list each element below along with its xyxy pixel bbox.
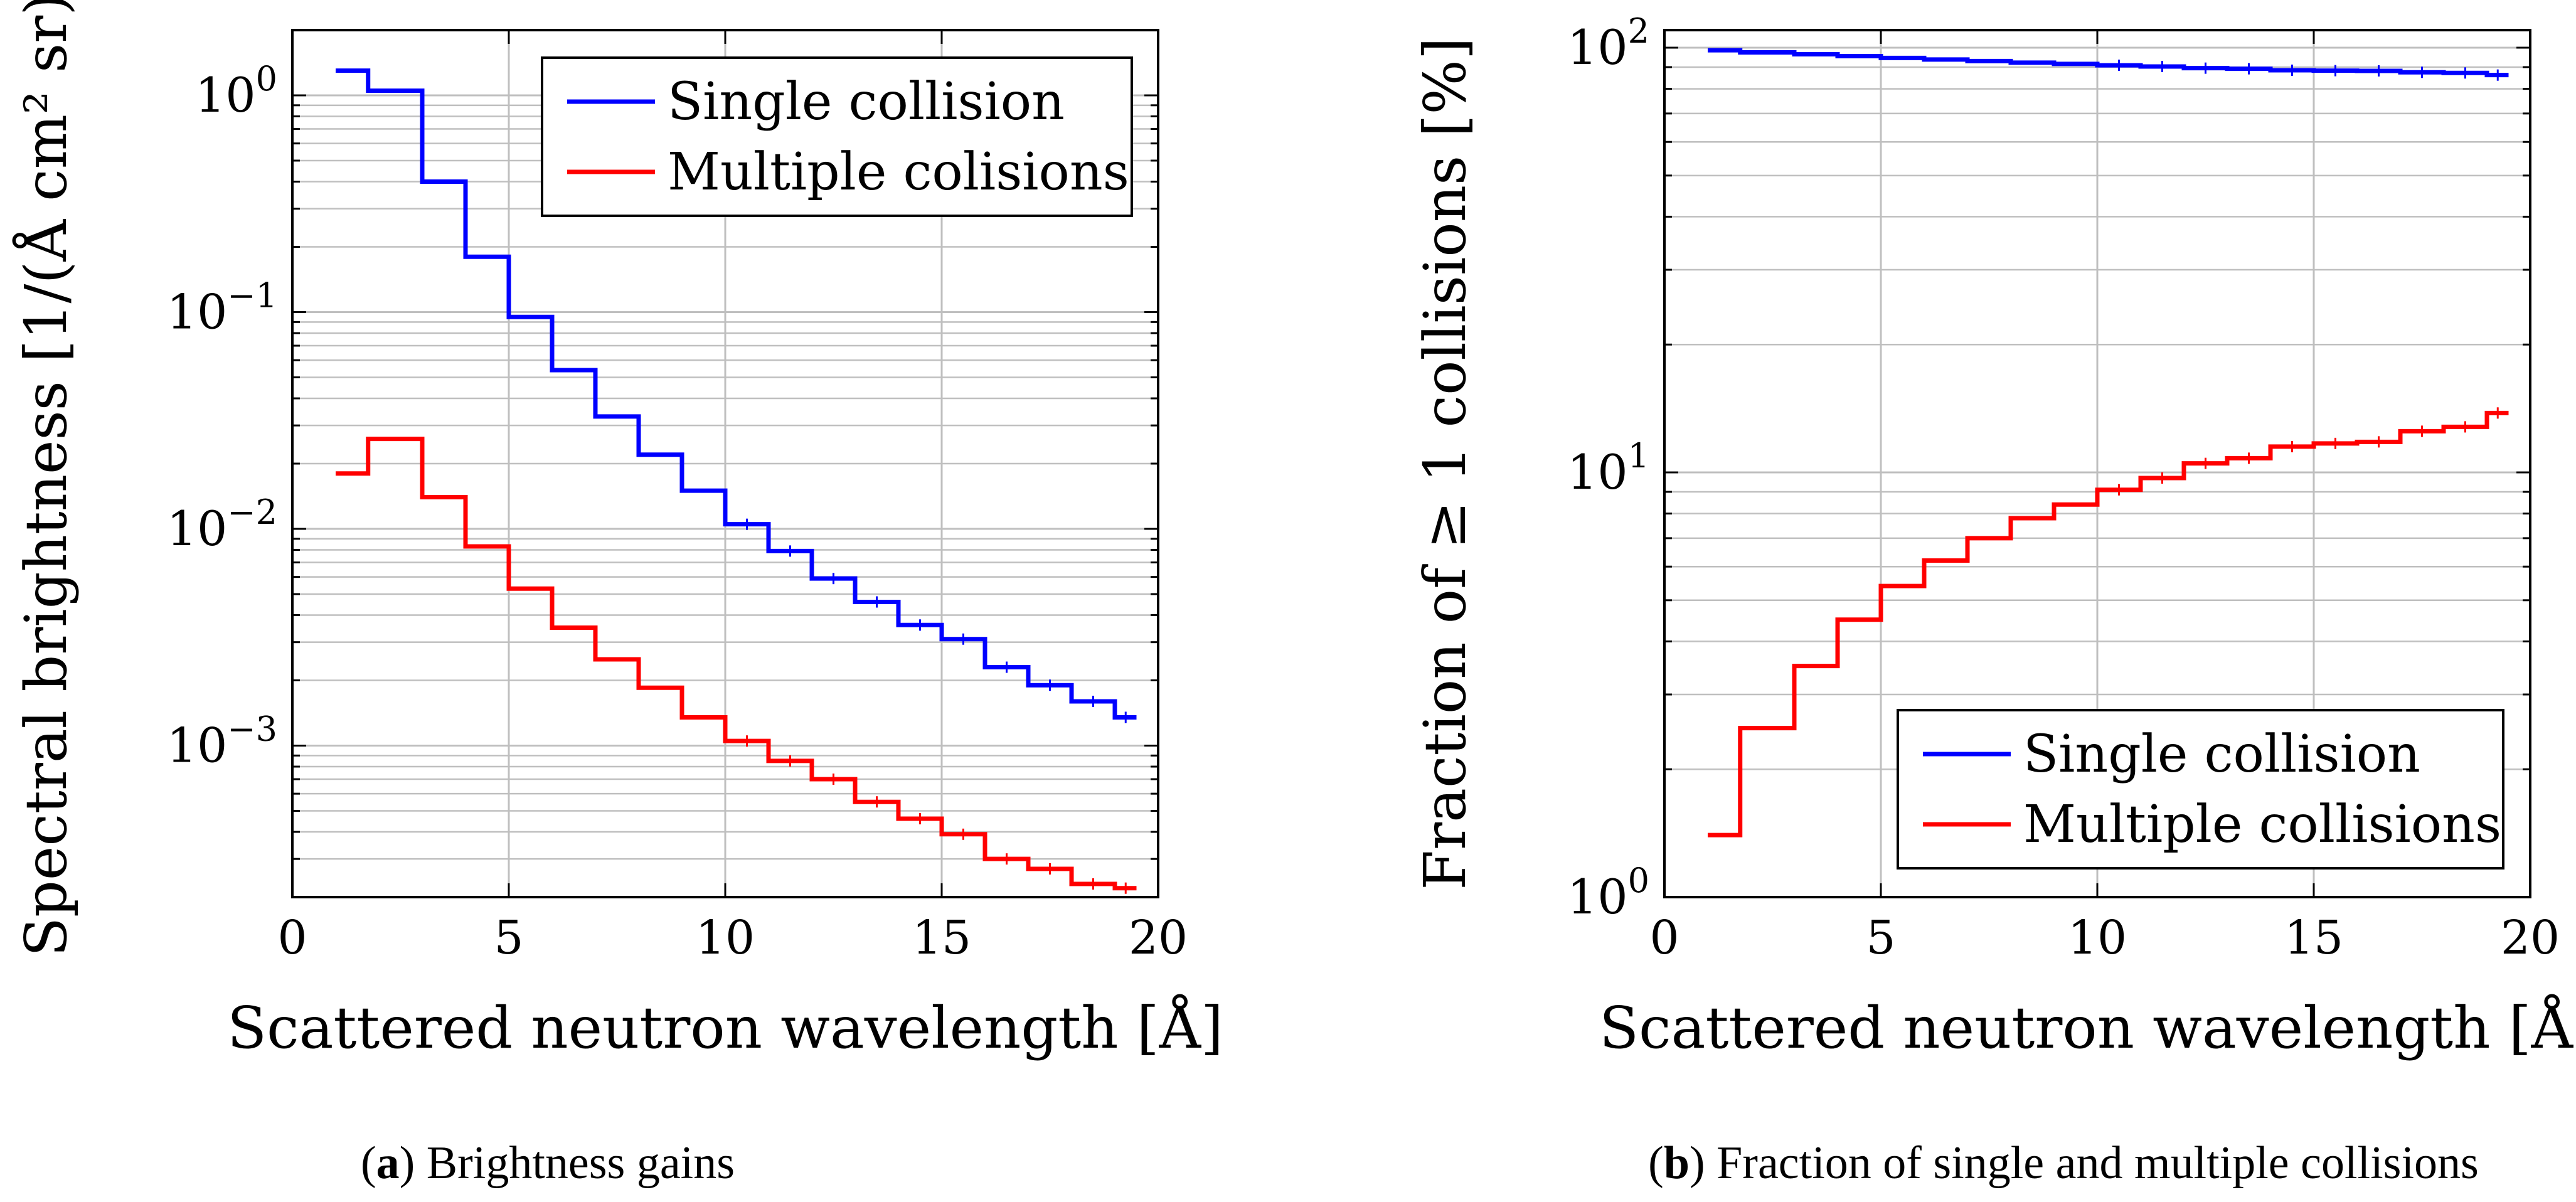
- x-tick-label: 5: [1866, 911, 1895, 965]
- panel-b-legend: Single collision Multiple collisions: [1897, 709, 2504, 870]
- panel-a-y-axis-label: Spectral brightness [1/(Å cm² sr)]: [12, 0, 80, 957]
- y-tick-label: 101: [1567, 436, 1649, 500]
- y-tick-label: 10−2: [167, 492, 277, 556]
- x-tick-label: 0: [1649, 911, 1679, 965]
- panel-b-legend-box: [1897, 709, 2504, 870]
- x-tick-label: 10: [696, 911, 755, 965]
- panel-a-legend-box: [541, 56, 1133, 217]
- x-tick-label: 5: [494, 911, 523, 965]
- y-tick-label: 10−3: [167, 710, 277, 774]
- x-tick-label: 15: [912, 911, 971, 965]
- panel-b-x-axis-label: Scattered neutron wavelength [Å]: [1599, 994, 2576, 1061]
- y-tick-label: 100: [1567, 861, 1649, 925]
- panel-b-ticks: 0 5 10 15 20 100 101 102: [1567, 11, 2560, 965]
- x-tick-label: 0: [277, 911, 307, 965]
- panel-a-legend-label-multiple: Multiple colisions: [668, 142, 1129, 202]
- panel-b-series: [1708, 48, 2509, 838]
- panel-a-caption-text: Brightness gains: [427, 1137, 735, 1189]
- panel-b-caption-text: Fraction of single and multiple collisio…: [1716, 1137, 2479, 1189]
- panel-b-caption-letter: b: [1664, 1137, 1690, 1189]
- series-line-single: [1708, 48, 2509, 78]
- y-tick-label: 100: [195, 59, 277, 123]
- panel-b-chart: 0 5 10 15 20 100 101 102 Scattered neutron wave…: [1412, 11, 2576, 1061]
- panel-a-x-axis-label: Scattered neutron wavelength [Å]: [227, 994, 1223, 1061]
- x-tick-label: 20: [2501, 911, 2560, 965]
- x-tick-label: 15: [2284, 911, 2343, 965]
- panel-a-ticks: 0 5 10 15 20 10−3 10−2 10−1 100: [167, 29, 1188, 965]
- panel-b-caption: (b) Fraction of single and multiple coll…: [1648, 1137, 2479, 1189]
- panel-a-caption: (a) Brightness gains: [361, 1137, 735, 1189]
- panel-b-y-axis-label: Fraction of ≥ 1 collisions [%]: [1412, 37, 1479, 890]
- series-line-multiple: [336, 437, 1137, 891]
- panel-b-legend-label-multiple: Multiple collisions: [2023, 795, 2501, 854]
- y-tick-label: 10−1: [167, 276, 277, 340]
- panel-a-caption-letter: a: [376, 1137, 400, 1189]
- x-tick-label: 20: [1129, 911, 1188, 965]
- panel-a-chart: 0 5 10 15 20 10−3 10−2 10−1 100 Scattered neutro…: [12, 0, 1223, 1061]
- y-tick-label: 102: [1567, 11, 1649, 75]
- panel-a-legend-label-single: Single collision: [668, 72, 1065, 132]
- x-tick-label: 10: [2068, 911, 2127, 965]
- panel-a-series: [336, 68, 1137, 894]
- panel-b-legend-label-single: Single collision: [2023, 725, 2420, 784]
- panel-a-legend: Single collision Multiple colisions: [541, 56, 1133, 217]
